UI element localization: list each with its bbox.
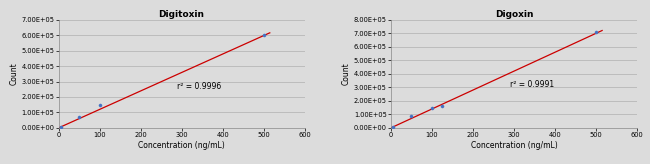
X-axis label: Concentration (ng/mL): Concentration (ng/mL)	[471, 141, 557, 150]
Text: r² = 0.9991: r² = 0.9991	[510, 80, 554, 89]
Point	[259, 34, 269, 36]
Point	[591, 31, 601, 33]
Y-axis label: Count: Count	[10, 62, 19, 85]
Point	[94, 104, 105, 107]
Point	[387, 126, 398, 129]
Point	[437, 104, 447, 107]
Title: Digitoxin: Digitoxin	[159, 10, 205, 19]
Point	[74, 115, 85, 118]
Y-axis label: Count: Count	[342, 62, 351, 85]
Text: r² = 0.9996: r² = 0.9996	[177, 82, 222, 91]
Point	[55, 126, 66, 129]
X-axis label: Concentration (ng/mL): Concentration (ng/mL)	[138, 141, 225, 150]
Title: Digoxin: Digoxin	[495, 10, 533, 19]
Point	[406, 115, 417, 118]
Point	[426, 107, 437, 109]
